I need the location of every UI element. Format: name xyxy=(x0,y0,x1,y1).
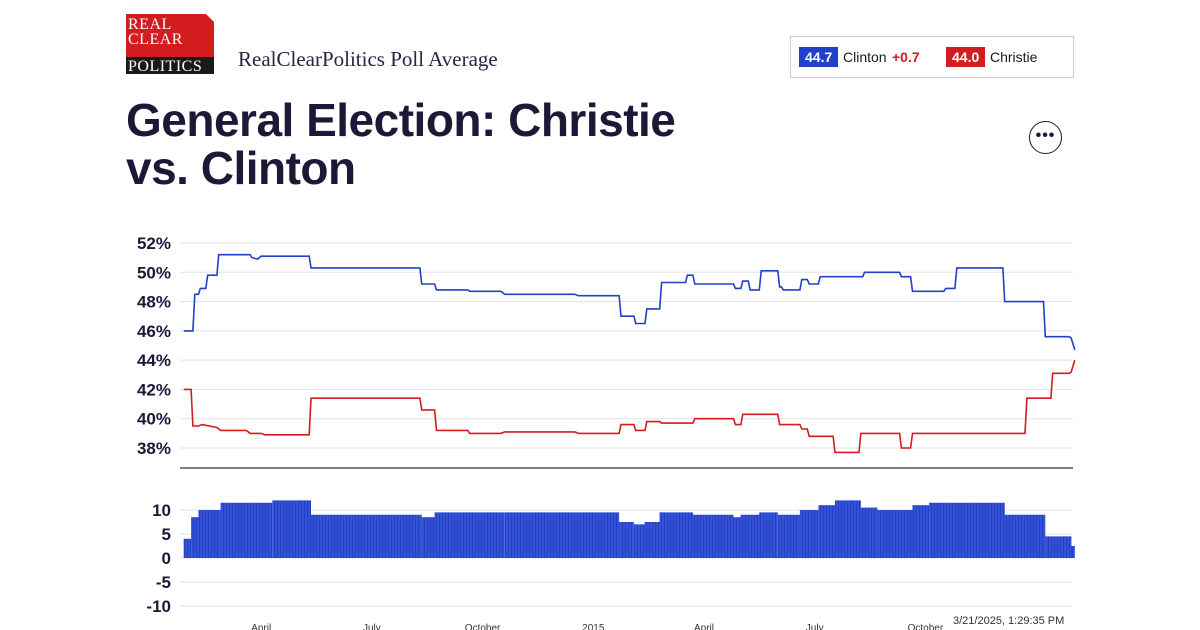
spread-bar xyxy=(272,500,311,558)
line-y-tick-label: 44% xyxy=(137,351,171,370)
line-y-tick-label: 40% xyxy=(137,410,171,429)
spread-y-tick-label: -10 xyxy=(146,597,171,616)
line-y-tick-label: 50% xyxy=(137,263,171,282)
spread-y-tick-label: 10 xyxy=(152,501,171,520)
x-tick-label: April xyxy=(251,623,271,630)
spread-bar xyxy=(1071,546,1075,558)
spread-y-tick-label: -5 xyxy=(156,573,171,592)
logo-band: POLITICS xyxy=(126,57,214,74)
line-y-tick-label: 38% xyxy=(137,439,171,458)
line-y-tick-label: 52% xyxy=(137,234,171,253)
x-tick-label: April xyxy=(694,623,714,630)
spread-bar xyxy=(835,500,861,558)
x-tick-label: October xyxy=(465,623,501,630)
spread-bar xyxy=(860,507,878,558)
line-y-tick-label: 46% xyxy=(137,322,171,341)
christie-value-badge: 44.0 xyxy=(946,47,986,67)
logo-line-real: REAL xyxy=(128,16,172,33)
spread-bar xyxy=(818,505,835,558)
line-y-tick-label: 42% xyxy=(137,380,171,399)
spread-bar xyxy=(733,517,741,558)
spread-bar xyxy=(692,514,734,558)
christie-legend-name: Christie xyxy=(990,49,1038,65)
timestamp: 3/21/2025, 1:29:35 PM xyxy=(953,615,1065,627)
spread-bar xyxy=(183,538,192,558)
clinton-value-badge: 44.7 xyxy=(799,47,839,67)
logo-line-clear: CLEAR xyxy=(128,31,183,48)
logo-wordmark: REAL CLEAR xyxy=(128,16,183,48)
page-subtitle: RealClearPolitics Poll Average xyxy=(238,47,498,71)
page-title: General Election: Christie vs. Clinton xyxy=(126,94,676,194)
clinton-change: +0.7 xyxy=(892,49,920,65)
rcp-logo[interactable]: REAL CLEAR POLITICS xyxy=(126,14,214,74)
ellipsis-icon: ••• xyxy=(1035,127,1056,144)
spread-y-tick-label: 0 xyxy=(162,549,171,568)
spread-bar xyxy=(659,512,693,558)
poll-legend: 44.7 Clinton +0.7 44.0 Christie xyxy=(790,36,1074,78)
x-tick-label: July xyxy=(363,623,381,630)
more-options-button[interactable]: ••• xyxy=(1029,121,1062,154)
spread-bar xyxy=(645,522,660,558)
spread-bar xyxy=(209,510,221,558)
spread-bar xyxy=(421,517,435,558)
x-tick-label: July xyxy=(806,623,824,630)
series-line-christie xyxy=(183,359,1076,454)
spread-bar xyxy=(434,512,468,558)
line-y-tick-label: 48% xyxy=(137,293,171,312)
logo-corner xyxy=(206,14,214,22)
spread-bar xyxy=(1045,536,1072,558)
x-tick-label: October xyxy=(908,623,944,630)
logo-line-politics: POLITICS xyxy=(128,58,203,74)
series-line-clinton xyxy=(183,253,1076,351)
spread-bar xyxy=(759,512,778,558)
x-tick-label: 2015 xyxy=(582,623,605,630)
spread-y-tick-label: 5 xyxy=(162,525,171,544)
clinton-legend-name: Clinton xyxy=(843,49,887,65)
spread-bar xyxy=(877,510,913,558)
